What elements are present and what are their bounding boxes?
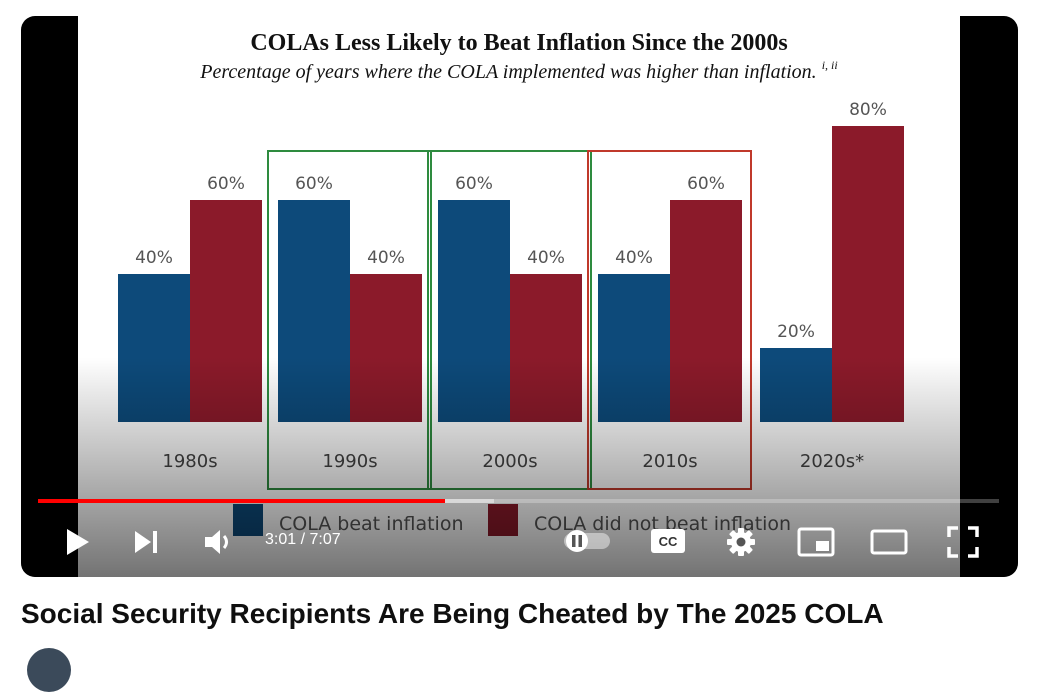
channel-avatar[interactable] — [27, 648, 71, 692]
progress-played — [38, 499, 446, 503]
skip-next-icon — [135, 531, 157, 553]
play-button[interactable] — [59, 524, 95, 560]
settings-button[interactable] — [723, 524, 759, 560]
chart-subtitle: Percentage of years where the COLA imple… — [199, 58, 837, 83]
data-label: 60% — [455, 174, 493, 194]
bar-beat-0 — [118, 274, 190, 422]
volume-icon — [205, 530, 228, 554]
bar-beat-3 — [598, 274, 670, 422]
data-label: 60% — [207, 174, 245, 194]
fullscreen-icon — [947, 526, 979, 558]
chart-subtitle-superscript: i, ii — [822, 58, 838, 72]
progress-bar[interactable] — [38, 499, 999, 503]
category-label: 2010s — [642, 451, 697, 472]
bar-not-beat-3 — [670, 200, 742, 422]
cc-label: CC — [659, 534, 678, 549]
play-icon — [67, 529, 89, 555]
bar-beat-2 — [438, 200, 510, 422]
category-label: 1990s — [322, 451, 377, 472]
data-label: 40% — [527, 248, 565, 268]
cc-icon: CC — [651, 529, 685, 553]
time-display: 3:01 / 7:07 — [265, 531, 341, 548]
next-button[interactable] — [128, 524, 164, 560]
data-label: 80% — [849, 100, 887, 120]
volume-button[interactable] — [201, 524, 237, 560]
bar-beat-1 — [278, 200, 350, 422]
category-label: 2020s* — [800, 451, 864, 472]
theater-button[interactable] — [869, 524, 909, 560]
miniplayer-button[interactable] — [796, 524, 836, 560]
data-label: 20% — [777, 322, 815, 342]
bar-not-beat-1 — [350, 274, 422, 422]
data-label: 40% — [615, 248, 653, 268]
subtitles-button[interactable]: CC — [648, 526, 688, 556]
theater-mode-icon — [870, 529, 908, 555]
gear-icon — [727, 528, 755, 556]
data-label: 60% — [295, 174, 333, 194]
video-title[interactable]: Social Security Recipients Are Being Che… — [21, 598, 884, 629]
data-label: 60% — [687, 174, 725, 194]
legend-swatch — [233, 504, 263, 536]
cola-bar-chart: COLAs Less Likely to Beat Inflation Sinc… — [118, 30, 904, 536]
video-frame-slide: COLAs Less Likely to Beat Inflation Sinc… — [78, 16, 960, 577]
category-label: 1980s — [162, 451, 217, 472]
data-label: 40% — [135, 248, 173, 268]
bar-not-beat-4 — [832, 126, 904, 422]
miniplayer-icon — [797, 527, 835, 557]
fullscreen-button[interactable] — [943, 524, 983, 560]
chart-title: COLAs Less Likely to Beat Inflation Sinc… — [250, 30, 787, 56]
chart-subtitle-text: Percentage of years where the COLA imple… — [199, 61, 816, 83]
data-label: 40% — [367, 248, 405, 268]
video-player[interactable]: COLAs Less Likely to Beat Inflation Sinc… — [21, 16, 1018, 577]
bar-not-beat-0 — [190, 200, 262, 422]
autoplay-toggle[interactable] — [561, 528, 613, 554]
bar-not-beat-2 — [510, 274, 582, 422]
legend-swatch — [488, 504, 518, 536]
bar-beat-4 — [760, 348, 832, 422]
pause-toggle-icon — [564, 530, 610, 552]
category-label: 2000s — [482, 451, 537, 472]
